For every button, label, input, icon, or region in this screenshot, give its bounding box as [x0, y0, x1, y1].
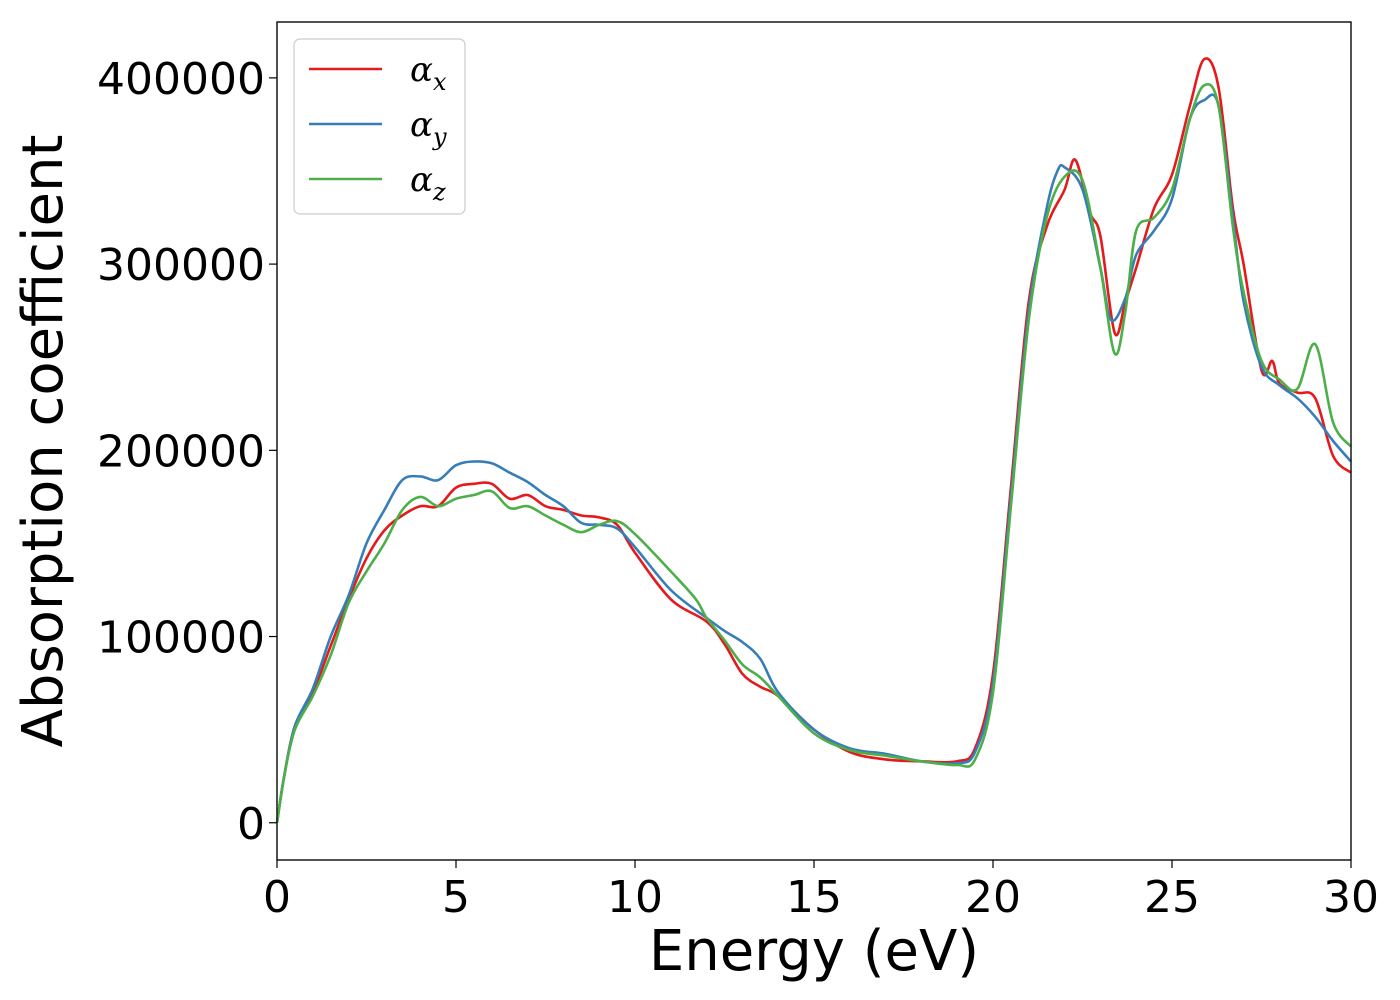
x-tick-label: 10 [607, 872, 663, 923]
x-tick-label: 30 [1323, 872, 1379, 923]
series-line-y [275, 93, 1352, 823]
y-axis-label: Absorption coefficient [11, 135, 76, 748]
series-line-z [275, 82, 1353, 823]
legend-box [293, 38, 466, 215]
y-axis-ticks: 0 100000 200000 300000 400000 [97, 54, 277, 850]
x-axis-ticks: 0 5 10 15 20 25 30 [263, 860, 1379, 923]
x-axis-label: Energy (eV) [649, 919, 979, 984]
x-tick-label: 25 [1144, 872, 1200, 923]
y-tick-label: 300000 [97, 240, 265, 291]
plot-frame [276, 21, 1352, 861]
x-tick-label: 20 [965, 872, 1021, 923]
y-tick-label: 0 [237, 799, 265, 850]
x-tick-label: 15 [786, 872, 842, 923]
y-tick-label: 200000 [97, 426, 265, 477]
y-tick-label: 100000 [97, 613, 265, 664]
x-tick-label: 0 [263, 872, 291, 923]
y-tick-label: 400000 [97, 54, 265, 105]
x-tick-label: 5 [442, 872, 470, 923]
series-layer [275, 57, 1353, 823]
